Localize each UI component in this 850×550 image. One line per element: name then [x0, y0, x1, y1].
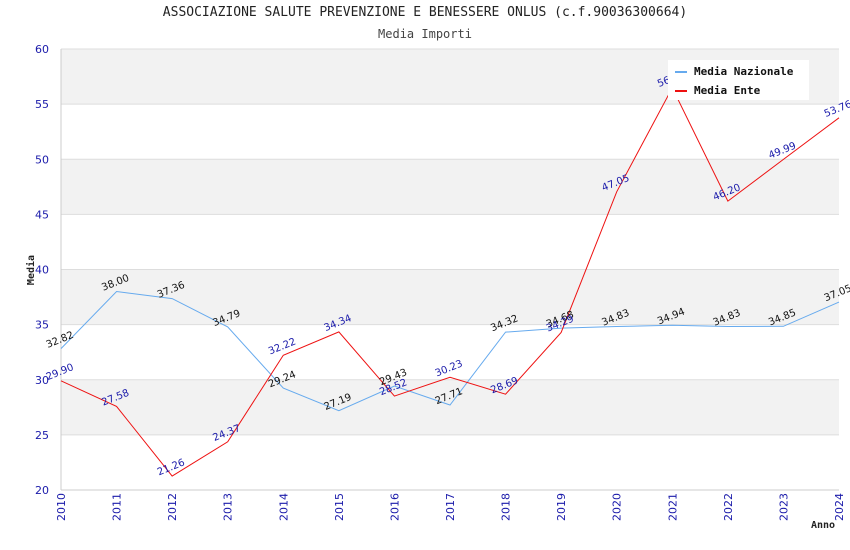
- x-tick-label: 2022: [722, 493, 735, 521]
- x-axis-label: Anno: [811, 520, 835, 531]
- grid-band: [61, 434, 839, 490]
- x-tick-label: 2021: [666, 493, 679, 521]
- legend-label: Media Ente: [694, 84, 761, 97]
- x-tick-label: 2018: [500, 493, 513, 521]
- series-line: [60, 86, 840, 477]
- y-tick-label: 25: [35, 429, 49, 442]
- grid-band: [61, 269, 839, 325]
- x-tick-label: 2010: [55, 493, 68, 521]
- y-tick-label: 30: [35, 374, 49, 387]
- x-tick-label: 2023: [777, 493, 790, 521]
- y-tick-label: 20: [35, 484, 49, 497]
- x-axis-ticks: 2010 2011 2012 2013 2014 2015 2016 2017 2018 2019…: [55, 493, 846, 521]
- grid-lines: [60, 48, 839, 491]
- grid-band: [61, 214, 839, 270]
- grid-bands: [61, 49, 839, 490]
- x-tick-label: 2011: [111, 493, 124, 521]
- chart-title: ASSOCIAZIONE SALUTE PREVENZIONE E BENESS…: [162, 5, 688, 20]
- x-tick-label: 2016: [388, 493, 401, 521]
- y-tick-label: 60: [35, 43, 49, 56]
- x-tick-label: 2014: [277, 493, 290, 521]
- y-tick-label: 35: [35, 319, 49, 332]
- legend-label: Media Nazionale: [694, 65, 794, 78]
- grid-band: [61, 104, 839, 160]
- y-axis-label: Media: [25, 255, 37, 285]
- legend-box: [668, 60, 809, 100]
- y-tick-label: 40: [35, 264, 49, 277]
- y-tick-label: 45: [35, 208, 49, 221]
- x-tick-label: 2013: [222, 493, 235, 521]
- y-axis-ticks: 20 25 30 35 40 45 50 55 60: [35, 43, 49, 497]
- x-tick-label: 2024: [833, 493, 846, 521]
- grid-band: [61, 159, 839, 215]
- chart-subtitle: Media Importi: [378, 27, 472, 41]
- y-tick-label: 50: [35, 153, 49, 166]
- series-lines: [60, 86, 840, 477]
- x-tick-label: 2019: [555, 493, 568, 521]
- x-tick-label: 2020: [611, 493, 624, 521]
- grid-band: [61, 379, 839, 435]
- x-tick-label: 2015: [333, 493, 346, 521]
- series-line: [60, 291, 840, 412]
- x-tick-label: 2017: [444, 493, 457, 521]
- x-tick-label: 2012: [166, 493, 179, 521]
- grid-band: [61, 324, 839, 380]
- legend: Media Nazionale Media Ente: [668, 60, 809, 100]
- y-tick-label: 55: [35, 98, 49, 111]
